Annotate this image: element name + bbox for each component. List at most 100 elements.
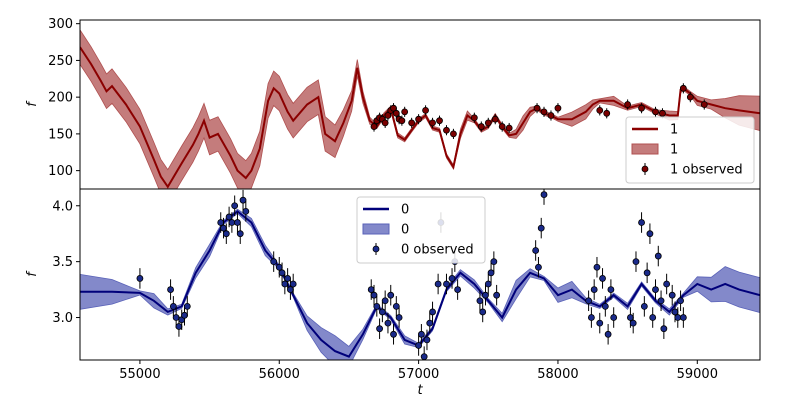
top-observed-point bbox=[392, 109, 400, 117]
bottom-observed-point bbox=[370, 291, 378, 299]
top-observed-point bbox=[686, 93, 694, 101]
top-observed-point bbox=[700, 101, 708, 108]
bottom-observed-point bbox=[535, 263, 542, 271]
top-plot-area bbox=[80, 29, 760, 189]
bottom-observed-point bbox=[601, 302, 609, 310]
bottom-observed-point bbox=[599, 275, 606, 282]
top-observed-point bbox=[484, 119, 492, 127]
top-observed-point bbox=[450, 130, 457, 138]
bottom-observed-point bbox=[638, 219, 645, 226]
bottom-legend-point-swatch bbox=[372, 245, 380, 253]
bottom-observed-point bbox=[225, 213, 233, 221]
bottom-observed-point bbox=[392, 302, 400, 310]
top-observed-point bbox=[477, 123, 485, 130]
bottom-observed-point bbox=[373, 302, 381, 310]
top-observed-point bbox=[408, 119, 416, 127]
bottom-y-axis-label: f bbox=[25, 270, 40, 277]
bottom-observed-point bbox=[443, 280, 450, 288]
bottom-axes-frame bbox=[79, 188, 761, 361]
bottom-observed-point bbox=[395, 314, 403, 321]
bottom-observed-point bbox=[289, 280, 297, 288]
bottom-legend-band-swatch bbox=[362, 223, 390, 235]
bottom-observed-point bbox=[646, 230, 654, 238]
top-observed-point bbox=[370, 123, 378, 130]
bottom-y-tick-label: 3.5 bbox=[52, 255, 73, 270]
bottom-observed-point bbox=[540, 191, 548, 198]
bottom-observed-point bbox=[175, 323, 183, 330]
bottom-observed-point bbox=[490, 258, 498, 266]
bottom-observed-point bbox=[417, 330, 425, 338]
bottom-observed-point bbox=[284, 275, 292, 282]
bottom-observed-point bbox=[181, 311, 188, 319]
bottom-observed-point bbox=[663, 280, 671, 288]
top-observed-point bbox=[603, 109, 611, 117]
top-observed-point bbox=[491, 115, 499, 123]
bottom-observed-point bbox=[674, 314, 682, 321]
top-observed-point bbox=[429, 119, 436, 127]
bottom-observed-point bbox=[423, 336, 431, 344]
bottom-observed-point bbox=[220, 224, 227, 232]
bottom-observed-point bbox=[217, 219, 225, 226]
bottom-legend-label: 0 bbox=[401, 203, 409, 218]
top-y-tick-label: 100 bbox=[48, 164, 73, 179]
bottom-x-tick-label: 56000 bbox=[259, 367, 300, 382]
bottom-observed-point bbox=[629, 319, 637, 327]
top-observed-point bbox=[398, 117, 406, 125]
top-y-tick-label: 250 bbox=[48, 54, 73, 69]
bottom-observed-point bbox=[660, 325, 668, 333]
top-y-tick-label: 150 bbox=[48, 127, 73, 142]
top-legend-band-swatch bbox=[631, 143, 659, 155]
top-legend-label: 1 observed bbox=[670, 163, 743, 178]
bottom-observed-point bbox=[652, 286, 659, 293]
top-panel: 100 150 200 250 300 bbox=[48, 17, 761, 190]
top-observed-point bbox=[547, 112, 555, 119]
bottom-mean-line bbox=[80, 210, 760, 358]
bottom-observed-point bbox=[278, 269, 286, 277]
bottom-observed-point bbox=[668, 291, 676, 299]
bottom-observed-point bbox=[420, 353, 428, 360]
bottom-observed-point bbox=[454, 286, 462, 293]
bottom-observed-point bbox=[429, 308, 436, 316]
bottom-observed-point bbox=[649, 314, 657, 321]
bottom-observed-point bbox=[657, 297, 665, 305]
top-legend: 1 1 1 observed bbox=[625, 116, 755, 184]
top-y-axis-label: f bbox=[25, 100, 40, 107]
bottom-observed-point bbox=[493, 291, 501, 299]
bottom-observed-point bbox=[532, 247, 540, 254]
top-observed-point bbox=[679, 84, 687, 92]
bottom-observed-point bbox=[136, 275, 144, 282]
top-observed-point bbox=[498, 123, 506, 130]
bottom-observed-point bbox=[167, 286, 174, 293]
top-observed-point bbox=[381, 119, 389, 127]
bottom-observed-point bbox=[367, 286, 375, 293]
bottom-observed-point bbox=[183, 302, 191, 310]
bottom-uncertainty-band bbox=[80, 208, 760, 360]
top-y-tick-label: 300 bbox=[48, 17, 73, 32]
bottom-y-tick-label: 3.0 bbox=[52, 311, 73, 326]
top-observed-point bbox=[422, 106, 429, 114]
bottom-observed-point bbox=[384, 319, 392, 327]
bottom-panel: 3.0 3.5 4.0 55000 56000 57000 58000 59000 bbox=[52, 188, 761, 382]
bottom-observed-point bbox=[231, 202, 239, 210]
bottom-observed-point bbox=[671, 308, 679, 316]
top-observed-point bbox=[624, 101, 632, 108]
bottom-observed-point bbox=[287, 286, 294, 293]
bottom-x-tick-label: 57000 bbox=[398, 367, 439, 382]
bottom-observed-point bbox=[585, 297, 593, 305]
bottom-observed-point bbox=[476, 297, 484, 305]
bottom-y-tick-label: 4.0 bbox=[52, 199, 73, 214]
bottom-observed-point bbox=[590, 286, 598, 293]
bottom-observed-point bbox=[426, 319, 434, 327]
bottom-observed-point bbox=[376, 325, 383, 333]
top-observed-point bbox=[638, 104, 645, 112]
bottom-observed-point bbox=[281, 280, 289, 288]
bottom-observed-point bbox=[378, 308, 386, 316]
bottom-observed-point bbox=[627, 314, 634, 321]
top-observed-point bbox=[384, 112, 392, 119]
bottom-observed-point bbox=[228, 219, 236, 226]
bottom-observed-point bbox=[679, 314, 687, 321]
bottom-x-tick-label: 59000 bbox=[677, 367, 718, 382]
bottom-observed-point bbox=[387, 291, 395, 299]
bottom-observed-point bbox=[677, 297, 684, 305]
